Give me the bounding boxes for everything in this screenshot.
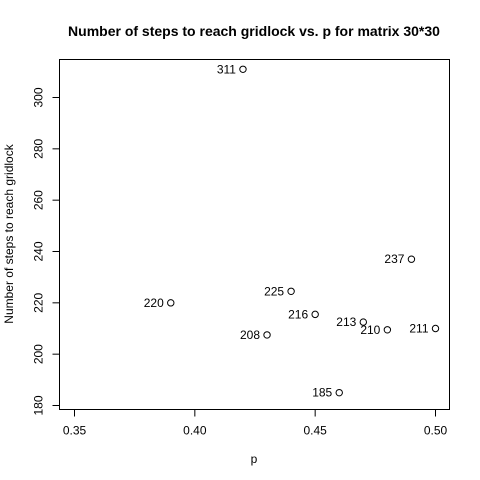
data-point [359, 318, 367, 326]
data-label: 210 [360, 323, 380, 337]
x-tick-label: 0.50 [424, 424, 448, 438]
y-tick-label: 200 [32, 344, 46, 364]
data-point [383, 326, 392, 334]
y-tick-label: 180 [32, 395, 46, 415]
data-point [287, 287, 295, 295]
x-tick-label: 0.45 [303, 424, 327, 438]
data-label: 213 [336, 315, 356, 329]
x-tick-label: 0.40 [183, 424, 207, 438]
y-axis: 180 200 220 240 260 280 300 [32, 87, 60, 416]
chart-title: Number of steps to reach gridlock vs. p … [68, 23, 440, 39]
x-tick-label: 0.35 [63, 424, 87, 438]
data-point [167, 299, 175, 307]
plot-frame [59, 59, 450, 410]
x-axis: 0.35 0.40 0.45 0.50 [63, 409, 448, 438]
data-point [263, 331, 271, 339]
data-labels: 220 311 208 225 216 185 213 210 237 211 [144, 62, 429, 399]
data-label: 211 [409, 322, 428, 336]
x-axis-label: p [251, 452, 258, 466]
y-tick-label: 240 [32, 241, 46, 261]
data-label: 208 [240, 328, 260, 342]
data-label: 225 [264, 284, 284, 298]
y-tick-label: 220 [32, 293, 46, 313]
data-point [407, 255, 416, 263]
y-tick-label: 280 [32, 139, 46, 159]
data-point [431, 324, 440, 333]
data-label: 185 [312, 386, 332, 400]
y-tick-label: 300 [32, 87, 46, 107]
data-point [311, 310, 319, 319]
y-axis-label: Number of steps to reach gridlock [2, 143, 16, 323]
data-label: 311 [217, 62, 236, 76]
data-point [239, 65, 247, 73]
data-label: 216 [288, 307, 308, 321]
data-point [335, 388, 343, 397]
data-points [167, 65, 440, 397]
data-label: 237 [384, 252, 404, 266]
data-label: 220 [144, 296, 164, 310]
y-tick-label: 260 [32, 190, 46, 210]
